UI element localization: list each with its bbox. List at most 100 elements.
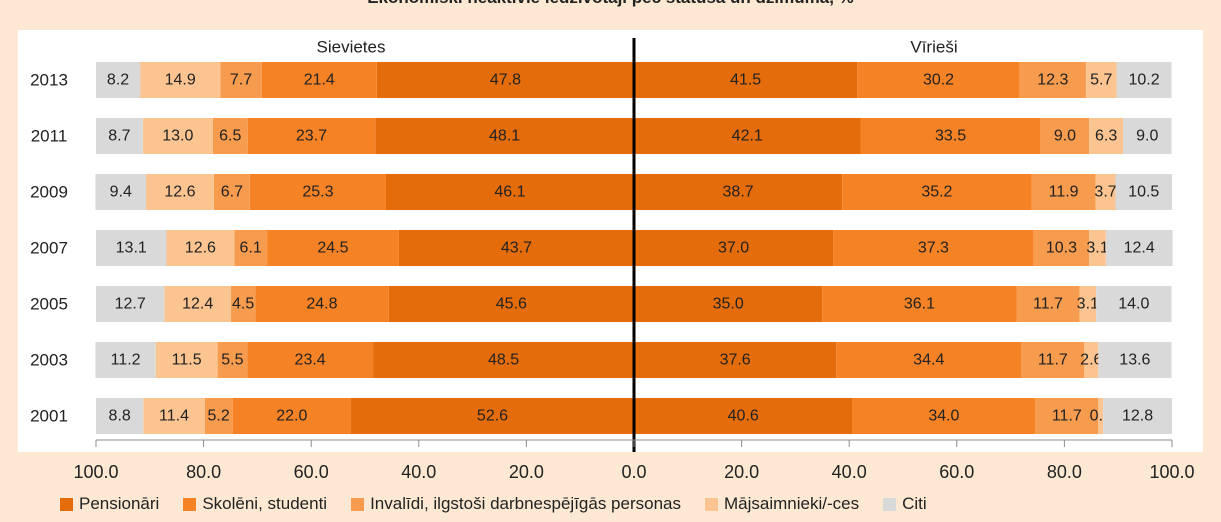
data-label-female: 8.8 xyxy=(109,408,131,425)
data-label-female: 21.4 xyxy=(304,72,335,89)
bar-male xyxy=(857,62,1020,98)
bar-female xyxy=(249,174,386,210)
data-label-female: 13.0 xyxy=(162,128,193,145)
legend-label: Mājsaimnieki/-ces xyxy=(723,494,860,513)
year-label: 2013 xyxy=(30,71,68,90)
chart-legend: Pensionāri Skolēni, studenti Invalīdi, ilg… xyxy=(60,492,951,516)
data-label-female: 13.1 xyxy=(116,240,147,257)
data-label-female: 4.5 xyxy=(232,296,254,313)
bar-female xyxy=(155,342,218,378)
bar-male xyxy=(822,286,1017,322)
panel-label-male: Vīrieši xyxy=(910,38,957,57)
data-label-male: 40.6 xyxy=(728,408,759,425)
data-label-male: 10.2 xyxy=(1128,72,1159,89)
bar-male xyxy=(1035,398,1099,434)
legend-label: Citi xyxy=(902,494,927,513)
bar-female xyxy=(261,62,377,98)
data-label-female: 5.5 xyxy=(221,352,243,369)
x-tick-label: 40.0 xyxy=(832,462,867,482)
bar-male xyxy=(836,342,1022,378)
bar-female xyxy=(373,342,634,378)
bar-male xyxy=(1098,342,1172,378)
data-label-male: 42.1 xyxy=(732,128,763,145)
bar-male xyxy=(1103,398,1172,434)
data-label-male: 12.4 xyxy=(1124,240,1155,257)
bar-female xyxy=(204,398,233,434)
bar-female xyxy=(95,174,147,210)
data-label-male: 12.8 xyxy=(1122,408,1153,425)
legend-item: Skolēni, studenti xyxy=(183,494,327,514)
year-label: 2007 xyxy=(30,239,68,258)
x-tick-label: 80.0 xyxy=(1047,462,1082,482)
year-label: 2001 xyxy=(30,407,68,426)
bar-female xyxy=(140,62,221,98)
bar-female xyxy=(231,286,256,322)
bar-male xyxy=(1021,342,1085,378)
bar-female xyxy=(398,230,634,266)
bar-female xyxy=(213,174,250,210)
bar-female xyxy=(388,286,634,322)
bar-male xyxy=(1105,230,1173,266)
bar-male xyxy=(1016,286,1080,322)
data-label-male: 6.3 xyxy=(1095,128,1117,145)
bar-male xyxy=(1095,174,1116,210)
x-tick-label: 100.0 xyxy=(73,462,118,482)
bar-male xyxy=(860,118,1041,154)
bar-female xyxy=(95,342,156,378)
data-label-male: 5.7 xyxy=(1090,72,1112,89)
data-label-female: 11.4 xyxy=(159,408,189,425)
data-label-female: 45.6 xyxy=(496,296,527,313)
bar-female xyxy=(232,398,352,434)
data-label-male: 9.0 xyxy=(1136,128,1158,145)
bar-female xyxy=(247,342,374,378)
data-label-female: 8.7 xyxy=(108,128,130,145)
year-label: 2011 xyxy=(31,127,68,146)
bar-female xyxy=(96,230,167,266)
bar-female xyxy=(267,230,399,266)
bar-male xyxy=(634,342,837,378)
chart-title: Ekonomiski neaktīvie iedzīvotāji pēc sta… xyxy=(0,0,1221,8)
data-label-male: 35.0 xyxy=(713,296,744,313)
data-label-male: 3.1 xyxy=(1077,296,1099,313)
data-label-female: 47.8 xyxy=(490,72,521,89)
bar-female xyxy=(376,62,634,98)
bar-female xyxy=(217,342,248,378)
bar-male xyxy=(634,118,861,154)
bar-female xyxy=(143,398,205,434)
data-label-male: 9.0 xyxy=(1054,128,1076,145)
x-tick-label: 60.0 xyxy=(939,462,974,482)
legend-swatch xyxy=(60,497,73,511)
legend-item: Pensionāri xyxy=(60,494,159,514)
data-label-male: 38.7 xyxy=(723,184,754,201)
data-label-male: 11.7 xyxy=(1033,296,1063,313)
data-label-male: 11.7 xyxy=(1052,408,1082,425)
legend-swatch xyxy=(704,497,718,511)
bar-female xyxy=(247,118,376,154)
bar-female xyxy=(375,118,634,154)
data-label-female: 6.7 xyxy=(221,184,243,201)
bar-female xyxy=(385,174,634,210)
bar-male xyxy=(1089,118,1124,154)
bar-female xyxy=(255,286,389,322)
x-tick-label: 60.0 xyxy=(294,462,329,482)
bar-male xyxy=(1040,118,1090,154)
data-label-female: 12.6 xyxy=(185,240,216,257)
bar-male xyxy=(1079,286,1097,322)
data-label-female: 24.5 xyxy=(317,240,348,257)
data-label-female: 48.1 xyxy=(489,128,520,145)
data-label-female: 9.4 xyxy=(110,184,132,201)
bar-female xyxy=(220,62,262,98)
bar-female xyxy=(351,398,634,434)
bar-male xyxy=(1019,62,1086,98)
data-label-female: 12.6 xyxy=(164,184,195,201)
legend-item: Citi xyxy=(883,494,927,514)
data-label-male: 37.6 xyxy=(720,352,751,369)
data-label-male: 37.0 xyxy=(718,240,749,257)
data-label-male: 13.6 xyxy=(1119,352,1150,369)
bar-male xyxy=(1096,286,1172,322)
legend-swatch xyxy=(183,497,197,511)
data-label-female: 25.3 xyxy=(302,184,333,201)
data-label-female: 7.7 xyxy=(230,72,252,89)
